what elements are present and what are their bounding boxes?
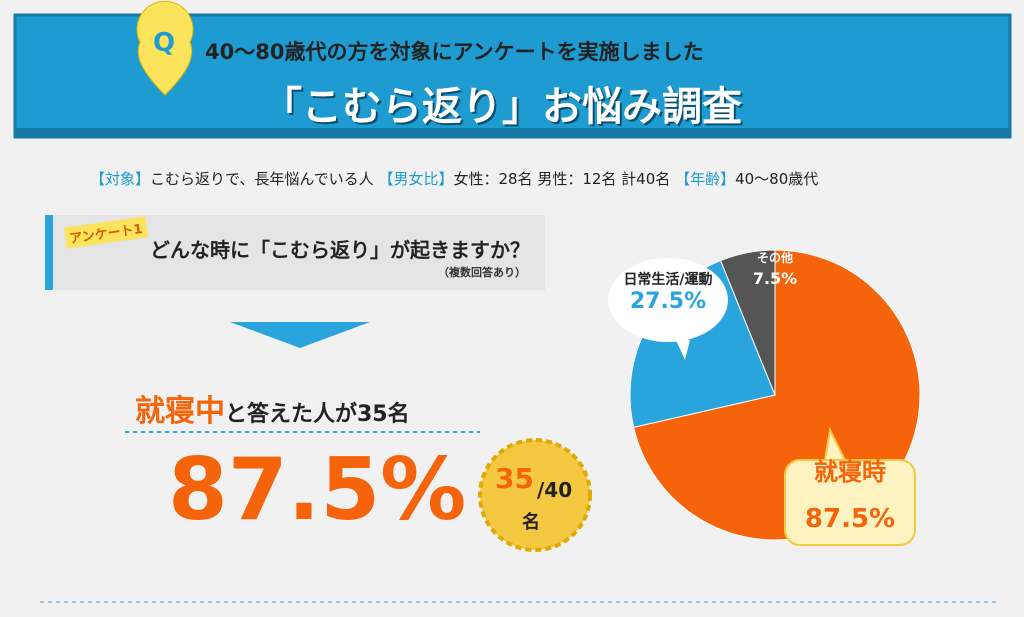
badge	[478, 438, 592, 552]
result-highlight: 就寝中	[135, 394, 225, 429]
header-shadow	[15, 128, 1010, 137]
value-label: 27.5%	[630, 289, 706, 314]
slice-label: その他	[757, 250, 793, 265]
question-stripe	[45, 215, 53, 290]
q-icon: Q	[153, 28, 176, 58]
callout	[608, 258, 728, 342]
info-text: こむら返りで、長年悩んでいる人	[150, 170, 374, 188]
callout	[675, 338, 690, 360]
info-line: 【対象】こむら返りで、長年悩んでいる人 【男女比】女性：28名 男性：12名 計…	[90, 168, 818, 189]
info-text: 女性：28名 男性：12名 計40名	[453, 170, 671, 188]
question-note: （複数回答あり）	[438, 266, 526, 279]
value-label: 87.5%	[805, 504, 895, 534]
q-pin	[136, 0, 194, 96]
subtitle: 40〜80歳代の方を対象にアンケートを実施しました	[205, 40, 704, 64]
info-key: 【対象】	[90, 170, 151, 188]
badge-count: 35	[495, 462, 534, 495]
badge-total: /40	[537, 478, 573, 502]
pie-slice	[719, 249, 776, 396]
info-key: 【男女比】	[378, 170, 454, 188]
title: 「こむら返り」お悩み調査	[262, 84, 742, 130]
result-line: 就寝中と答えた人が35名	[135, 386, 410, 430]
callout	[784, 426, 916, 546]
slice-label: 就寝時	[814, 458, 886, 486]
value-label: 7.5%	[753, 269, 797, 288]
result-percent: 87.5%	[168, 440, 467, 540]
question-text: どんな時に「こむら返り」が起きますか？	[150, 238, 530, 262]
info-key: 【年齢】	[675, 170, 736, 188]
slice-label: 日常生活/運動	[623, 271, 712, 288]
result-text: と答えた人が35名	[225, 402, 410, 427]
badge-unit: 名	[522, 512, 540, 533]
down-arrow	[230, 322, 370, 348]
info-text: 40〜80歳代	[735, 170, 819, 188]
